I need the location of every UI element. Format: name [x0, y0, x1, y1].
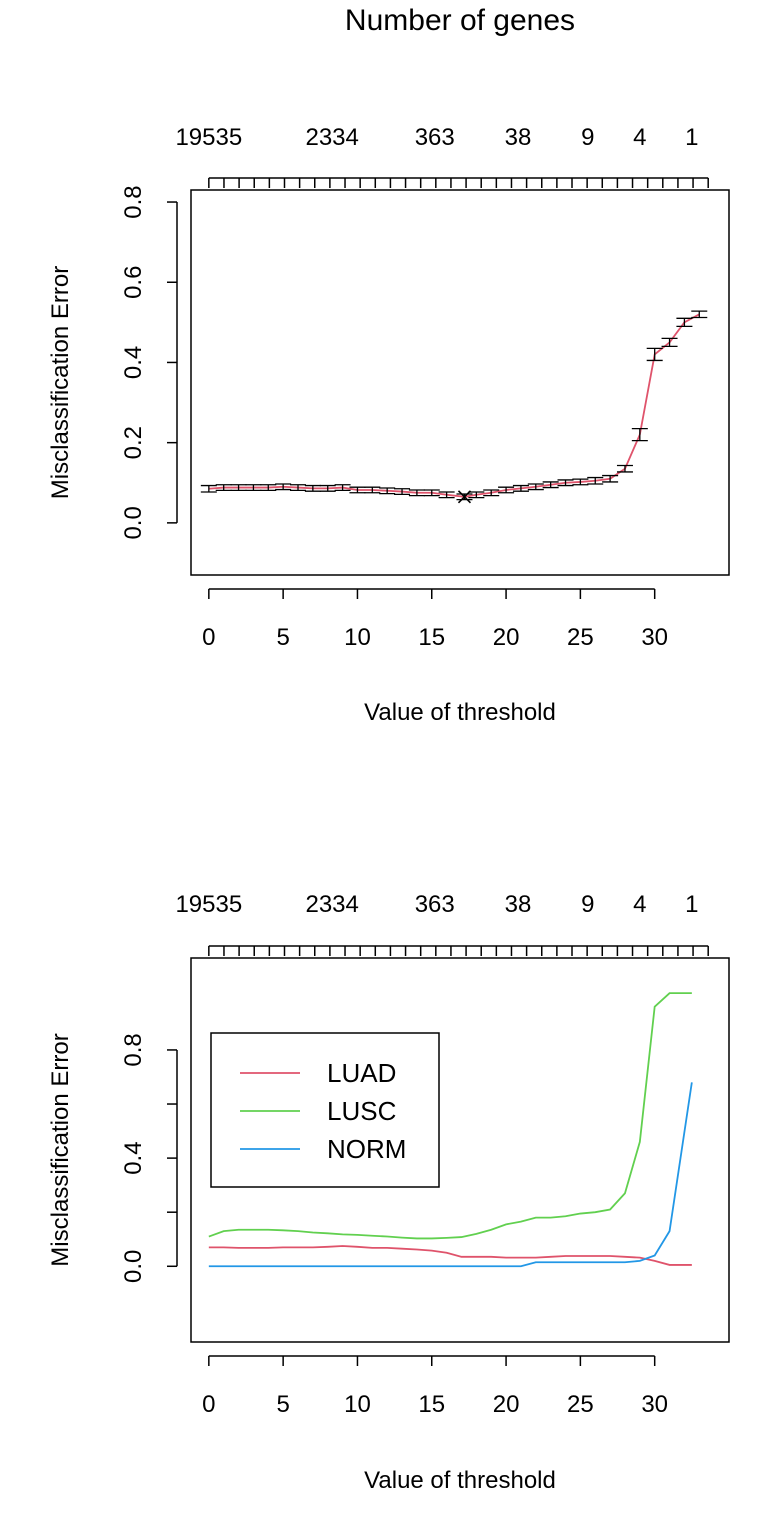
- y-tick-label: 0.4: [120, 1141, 147, 1174]
- top-tick-label: 38: [505, 124, 532, 151]
- chart-overall-error: 0 5 10 15 20 25 30 0.0 0.2 0.4 0.6 0.8 19535 2334 363 3…: [47, 124, 730, 726]
- x-tick-label: 20: [493, 1391, 520, 1418]
- x-tick-label: 25: [567, 624, 594, 651]
- top-tick-label: 1: [685, 891, 698, 918]
- series-line: [208, 313, 700, 498]
- plot-frame: [190, 957, 730, 1343]
- top-tick-label: 19535: [175, 891, 242, 918]
- x-tick-label: 25: [567, 1391, 594, 1418]
- top-tick-label: 363: [415, 124, 455, 151]
- y-tick-label: 0.6: [120, 266, 147, 299]
- top-tick-label: 4: [633, 891, 646, 918]
- y-tick-label: 0.2: [120, 426, 147, 459]
- top-tick-label: 2334: [305, 891, 358, 918]
- x-tick-label: 0: [202, 1391, 215, 1418]
- series-line-lusc: [208, 992, 692, 1240]
- x-axis-label: Value of threshold: [364, 1467, 556, 1494]
- x-tick-label: 15: [418, 1391, 445, 1418]
- top-tick-label: 19535: [175, 124, 242, 151]
- y-tick-label: 0.4: [120, 346, 147, 379]
- top-tick-label: 38: [505, 891, 532, 918]
- top-tick-label: 4: [633, 124, 646, 151]
- plot-frame: [190, 189, 730, 576]
- x-tick-label: 20: [493, 624, 520, 651]
- legend: LUAD LUSC NORM: [210, 1032, 440, 1188]
- x-tick-label: 10: [344, 1391, 371, 1418]
- min-error-marker: [457, 490, 472, 504]
- series-line-norm: [208, 1082, 693, 1268]
- y-axis-label: Misclassification Error: [47, 266, 74, 499]
- figure-title: Number of genes: [345, 4, 575, 37]
- series-line-luad: [208, 1245, 692, 1266]
- y-axis-label: Misclassification Error: [47, 1033, 74, 1266]
- legend-box: [210, 1032, 440, 1188]
- x-axis-label: Value of threshold: [364, 699, 556, 726]
- x-tick-label: 15: [418, 624, 445, 651]
- x-tick-label: 10: [344, 624, 371, 651]
- y-tick-label: 0.8: [120, 1033, 147, 1066]
- y-tick-label: 0.0: [120, 506, 147, 539]
- x-tick-label: 0: [202, 624, 215, 651]
- y-tick-label: 0.0: [120, 1250, 147, 1283]
- top-tick-label: 9: [581, 124, 594, 151]
- x-tick-label: 30: [641, 1391, 668, 1418]
- x-tick-label: 30: [641, 624, 668, 651]
- top-tick-label: 1: [685, 124, 698, 151]
- chart-class-error: 0 5 10 15 20 25 30 0.0 0.4 0.8 19535 2334 363 38 9 4 1 Va…: [47, 891, 730, 1494]
- y-tick-label: 0.8: [120, 185, 147, 218]
- top-tick-label: 2334: [305, 124, 358, 151]
- top-tick-label: 363: [415, 891, 455, 918]
- x-tick-label: 5: [276, 624, 289, 651]
- legend-label: NORM: [327, 1134, 406, 1164]
- legend-label: LUAD: [327, 1058, 396, 1088]
- top-tick-label: 9: [581, 891, 594, 918]
- legend-label: LUSC: [327, 1096, 396, 1126]
- x-tick-label: 5: [276, 1391, 289, 1418]
